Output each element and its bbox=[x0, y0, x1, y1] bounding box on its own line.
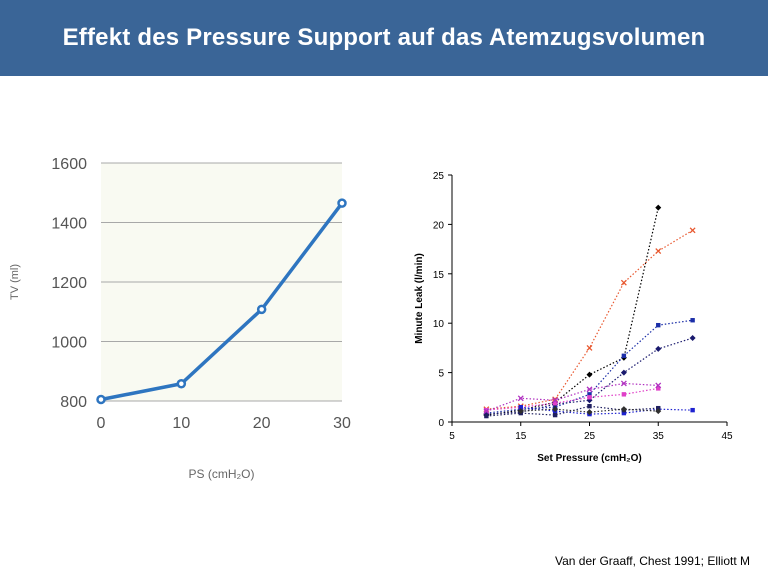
data-point bbox=[552, 401, 558, 406]
tidal-volume-chart: 800 1000 1200 1400 1600 0 10 20 30 TV (ml) PS (cmH… bbox=[9, 156, 351, 481]
y-tick-label: 10 bbox=[433, 319, 445, 330]
series-line bbox=[486, 229, 693, 410]
x-axis-label: Set Pressure (cmH₂O) bbox=[537, 453, 641, 464]
x-tick-label: 20 bbox=[253, 415, 271, 432]
y-axis-label: TV (ml) bbox=[9, 264, 21, 300]
data-point bbox=[655, 408, 662, 415]
data-point bbox=[620, 279, 627, 286]
series-line bbox=[486, 387, 659, 411]
x-tick-label: 0 bbox=[97, 415, 106, 432]
data-point bbox=[621, 353, 627, 359]
data-point bbox=[552, 412, 558, 418]
x-tick-label: 30 bbox=[333, 415, 351, 432]
data-point bbox=[689, 227, 696, 234]
data-point bbox=[690, 407, 695, 413]
data-point bbox=[655, 382, 662, 389]
x-axis-label: PS (cmH₂O) bbox=[189, 467, 255, 481]
data-point bbox=[586, 386, 593, 393]
y-tick-label: 25 bbox=[433, 171, 445, 182]
x-tick-label: 10 bbox=[172, 415, 190, 432]
y-tick-label: 1600 bbox=[51, 156, 87, 173]
x-tick-label: 15 bbox=[515, 431, 527, 442]
data-point bbox=[587, 403, 592, 409]
y-tick-label: 0 bbox=[438, 418, 444, 429]
data-point bbox=[690, 318, 695, 323]
x-tick-label: 35 bbox=[653, 431, 665, 442]
data-point bbox=[620, 380, 627, 387]
data-point bbox=[552, 396, 559, 403]
y-tick-label: 20 bbox=[433, 220, 445, 231]
y-tick-label: 1400 bbox=[51, 216, 87, 233]
x-tick-label: 5 bbox=[449, 431, 455, 442]
y-tick-label: 800 bbox=[60, 394, 87, 411]
data-point bbox=[518, 404, 523, 410]
data-point bbox=[587, 392, 592, 397]
data-point bbox=[621, 410, 627, 416]
data-point bbox=[656, 386, 661, 391]
data-point bbox=[484, 413, 489, 419]
citation: Van der Graaff, Chest 1991; Elliott M bbox=[555, 554, 750, 568]
x-tick-label: 25 bbox=[584, 431, 596, 442]
data-point bbox=[587, 395, 592, 400]
data-point bbox=[517, 408, 524, 415]
data-point bbox=[552, 406, 559, 413]
data-point bbox=[552, 397, 559, 404]
data-point bbox=[337, 198, 347, 208]
slide-title: Effekt des Pressure Support auf das Atem… bbox=[62, 24, 706, 51]
data-point bbox=[655, 345, 662, 352]
series-line bbox=[100, 202, 344, 402]
data-point bbox=[586, 371, 593, 378]
data-point bbox=[176, 378, 187, 389]
data-point bbox=[586, 344, 593, 351]
data-point bbox=[689, 335, 696, 342]
data-point bbox=[483, 408, 490, 415]
data-point bbox=[655, 248, 662, 255]
y-tick-label: 1000 bbox=[51, 335, 87, 352]
series-line bbox=[486, 382, 659, 412]
data-point bbox=[621, 392, 627, 397]
data-point bbox=[620, 406, 627, 413]
y-tick-label: 1200 bbox=[51, 275, 87, 292]
data-point bbox=[256, 304, 267, 315]
x-tick-label: 45 bbox=[721, 431, 733, 442]
y-tick-label: 5 bbox=[438, 369, 444, 380]
title-bar: Effekt des Pressure Support auf das Atem… bbox=[0, 0, 768, 76]
data-point bbox=[96, 394, 106, 405]
data-point bbox=[586, 409, 593, 416]
y-tick-label: 15 bbox=[433, 270, 445, 281]
data-point bbox=[517, 395, 524, 402]
data-point bbox=[620, 369, 627, 376]
data-point bbox=[484, 407, 489, 413]
data-point bbox=[655, 204, 662, 211]
y-axis-label: Minute Leak (l/min) bbox=[414, 253, 425, 344]
series-line bbox=[486, 207, 659, 416]
data-point bbox=[656, 322, 661, 328]
series-line bbox=[520, 406, 693, 415]
